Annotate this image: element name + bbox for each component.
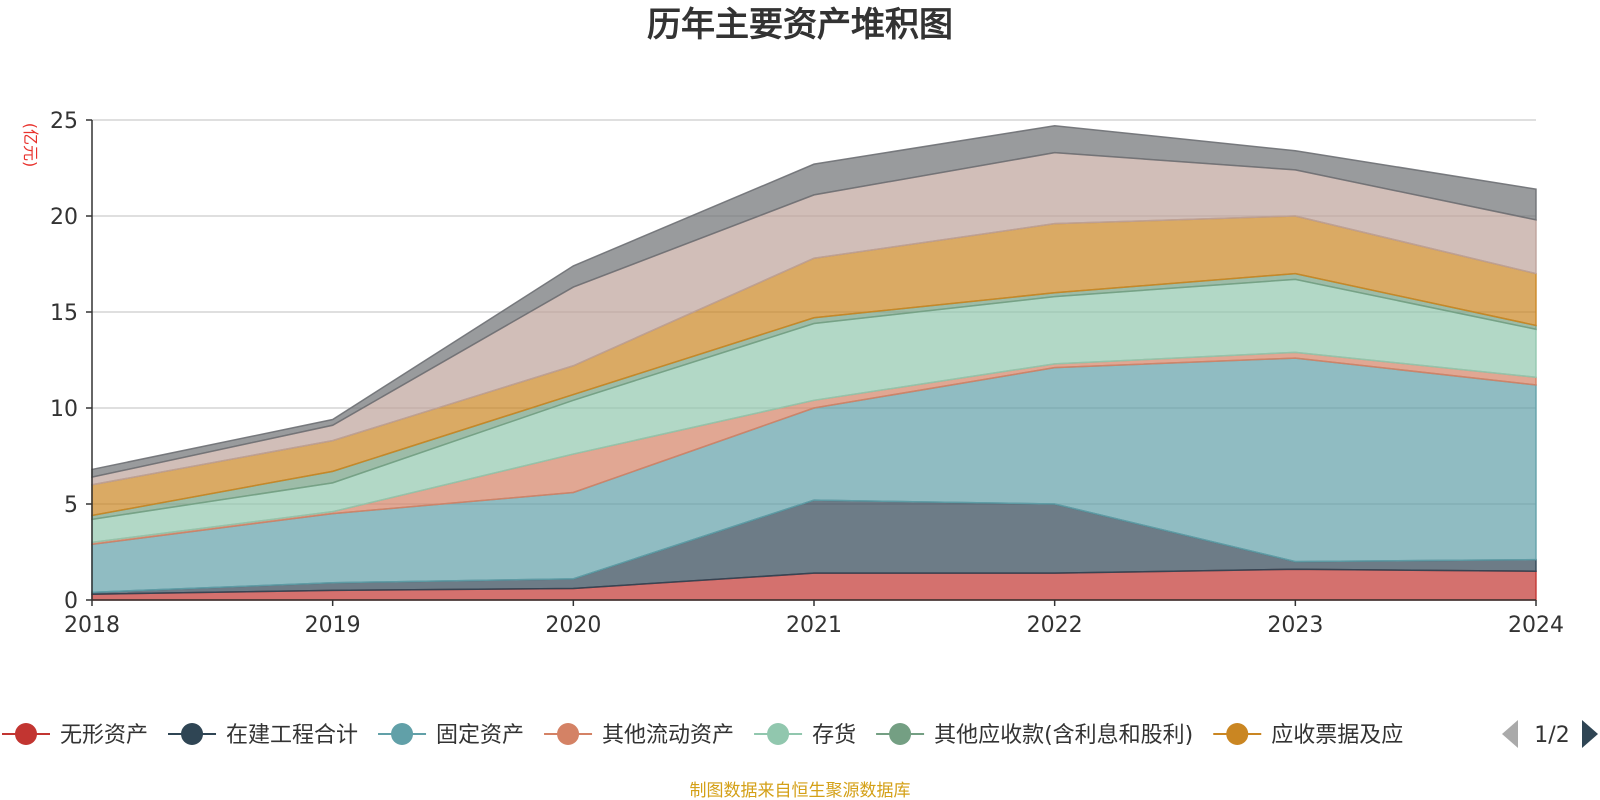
legend: 无形资产 在建工程合计 固定资产 其他流动资产 存货 其他应收款(含利息和股利) 应收票据及… <box>2 723 1403 748</box>
y-tick-label: 5 <box>64 493 78 518</box>
y-tick-label: 20 <box>50 205 78 230</box>
legend-circle-icon <box>557 723 580 745</box>
legend-item[interactable]: 其他应收款(含利息和股利) <box>876 723 1193 748</box>
x-tick-label: 2021 <box>786 613 842 638</box>
legend-circle-icon <box>181 723 204 745</box>
legend-circle-icon <box>15 723 37 745</box>
legend-label: 固定资产 <box>436 723 524 748</box>
legend-circle-icon <box>767 723 790 745</box>
legend-label: 其他流动资产 <box>602 723 734 748</box>
legend-item[interactable]: 其他流动资产 <box>544 723 734 748</box>
y-axis-unit-label: (亿元) <box>21 123 40 168</box>
x-tick-label: 2019 <box>305 613 361 638</box>
x-tick-label: 2024 <box>1508 613 1564 638</box>
legend-item[interactable]: 应收票据及应 <box>1213 723 1403 748</box>
y-tick-label: 25 <box>50 109 78 134</box>
y-tick-labels: 0 5 10 15 20 25 <box>50 109 92 614</box>
legend-label: 其他应收款(含利息和股利) <box>934 723 1193 748</box>
legend-item[interactable]: 存货 <box>754 723 856 748</box>
legend-label: 应收票据及应 <box>1271 723 1403 748</box>
y-tick-label: 0 <box>64 589 78 614</box>
legend-item[interactable]: 固定资产 <box>378 723 524 748</box>
legend-prev-page-icon[interactable] <box>1502 720 1518 748</box>
y-tick-label: 10 <box>50 397 78 422</box>
x-tick-label: 2018 <box>64 613 120 638</box>
legend-pager: 1/2 <box>1502 720 1598 748</box>
x-tick-label: 2022 <box>1027 613 1083 638</box>
y-tick-label: 15 <box>50 301 78 326</box>
legend-label: 存货 <box>812 723 856 748</box>
legend-circle-icon <box>1226 723 1249 745</box>
legend-item[interactable]: 在建工程合计 <box>168 723 358 748</box>
chart-title: 历年主要资产堆积图 <box>647 5 953 45</box>
legend-circle-icon <box>391 723 414 745</box>
x-tick-labels: 2018 2019 2020 2021 2022 2023 2024 <box>64 600 1564 638</box>
area-series <box>91 125 1537 601</box>
legend-item[interactable]: 无形资产 <box>2 723 148 748</box>
x-tick-label: 2023 <box>1267 613 1323 638</box>
area-series-9 <box>91 125 1537 479</box>
legend-page-indicator: 1/2 <box>1534 723 1569 748</box>
legend-label: 无形资产 <box>60 723 148 748</box>
legend-next-page-icon[interactable] <box>1582 720 1598 748</box>
legend-circle-icon <box>889 723 912 745</box>
legend-label: 在建工程合计 <box>226 723 358 748</box>
x-tick-label: 2020 <box>545 613 601 638</box>
source-note: 制图数据来自恒生聚源数据库 <box>690 781 911 800</box>
